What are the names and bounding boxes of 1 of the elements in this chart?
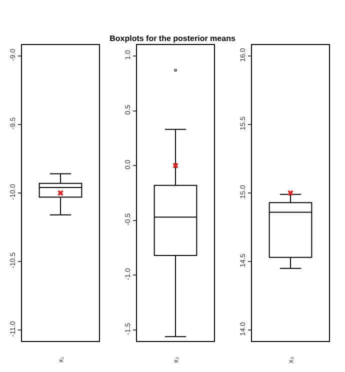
- chart-title: Boxplots for the posterior means: [110, 34, 236, 43]
